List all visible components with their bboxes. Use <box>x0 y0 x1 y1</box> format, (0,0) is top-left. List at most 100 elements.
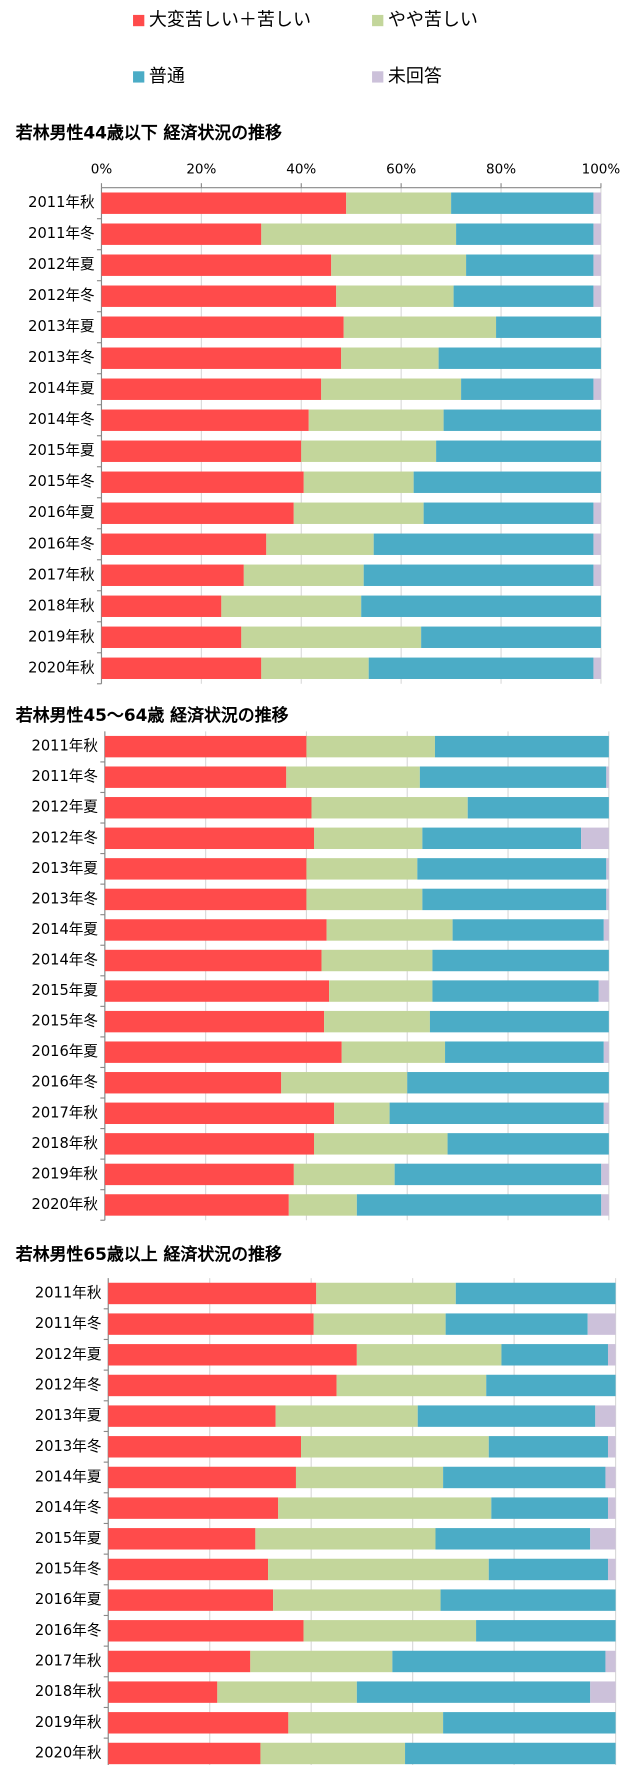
y-tick-label: 2011年冬 <box>28 225 95 242</box>
y-tick-label: 2012年夏 <box>32 799 99 816</box>
y-tick-label: 2015年夏 <box>32 982 99 999</box>
bar-segment <box>104 1102 335 1125</box>
bar-segment <box>445 1313 588 1335</box>
bar-segment <box>476 1620 616 1642</box>
y-tick-label: 2012年冬 <box>35 1376 102 1393</box>
legend-swatch <box>372 71 384 83</box>
bar-segment <box>321 949 433 972</box>
bar-segment <box>281 1072 408 1094</box>
bar-segment <box>311 797 468 819</box>
bar-segment <box>392 1650 606 1673</box>
bar-segment <box>451 192 594 214</box>
bar-segment <box>603 919 609 941</box>
bar-segment <box>407 1072 609 1094</box>
bar-segment <box>443 409 601 431</box>
bar-segment <box>581 827 609 850</box>
bar-segment <box>607 1497 616 1519</box>
y-tick-label: 2013年夏 <box>32 860 99 877</box>
bar-segment <box>101 378 322 400</box>
y-tick-label: 2015年冬 <box>32 1013 99 1030</box>
bar-segment <box>250 1650 393 1673</box>
bar-segment <box>108 1374 337 1397</box>
bar-segment <box>456 223 594 245</box>
bar-segment <box>108 1528 256 1550</box>
y-tick-label: 2014年冬 <box>32 952 99 969</box>
bar-segment <box>432 949 609 972</box>
y-tick-label: 2019年秋 <box>35 1714 102 1731</box>
bar-segment <box>101 409 309 431</box>
y-tick-label: 2016年冬 <box>28 535 95 552</box>
bar-segment <box>343 316 497 338</box>
bar-segment <box>288 1194 357 1216</box>
bar-segment <box>422 827 582 850</box>
y-tick-label: 2014年冬 <box>35 1499 102 1516</box>
bar-segment <box>243 564 364 586</box>
bar-segment <box>101 502 294 524</box>
y-tick-label: 2020年秋 <box>28 659 95 676</box>
y-tick-label: 2011年秋 <box>28 194 95 211</box>
y-tick-label: 2013年冬 <box>28 349 95 366</box>
bar-segment <box>373 533 594 555</box>
bar-segment <box>356 1194 602 1216</box>
y-tick-label: 2017年秋 <box>35 1652 102 1669</box>
bar-segment <box>108 1650 251 1673</box>
bar-segment <box>108 1282 317 1305</box>
y-tick-label: 2018年秋 <box>32 1135 99 1152</box>
bar-segment <box>593 285 601 307</box>
bar-segment <box>104 1194 289 1216</box>
y-tick-label: 2011年冬 <box>35 1315 102 1332</box>
bar-segment <box>268 1558 489 1581</box>
bar-segment <box>104 827 315 850</box>
bar-segment <box>467 797 609 819</box>
bar-segment <box>101 533 267 555</box>
bar-segment <box>108 1405 276 1427</box>
bar-segment <box>217 1681 357 1703</box>
bar-segment <box>336 1374 487 1397</box>
bar-segment <box>593 657 601 679</box>
y-tick-label: 2019年秋 <box>28 628 95 645</box>
y-tick-label: 2013年夏 <box>28 318 95 335</box>
y-tick-label: 2016年夏 <box>35 1591 102 1608</box>
y-tick-label: 2011年秋 <box>32 738 99 755</box>
bar-segment <box>108 1620 304 1642</box>
legend-swatch <box>372 14 384 27</box>
bar-segment <box>101 316 344 338</box>
bar-segment <box>301 440 437 462</box>
bar-segment <box>452 919 604 941</box>
bar-segment <box>606 766 609 788</box>
y-tick-label: 2013年夏 <box>35 1407 102 1424</box>
y-tick-label: 2012年冬 <box>28 287 95 304</box>
bar-segment <box>356 1681 591 1703</box>
bar-segment <box>261 657 369 679</box>
bar-segment <box>108 1436 302 1458</box>
bar-segment <box>101 595 222 617</box>
bar-segment <box>593 254 601 276</box>
x-tick-label: 80% <box>486 161 516 177</box>
x-tick-label: 60% <box>386 161 416 177</box>
bar-segment <box>434 735 609 758</box>
bar-segment <box>104 797 312 819</box>
bar-segment <box>275 1405 418 1427</box>
bar-segment <box>104 1163 294 1186</box>
bar-segment <box>301 1436 489 1458</box>
bar-segment <box>266 533 374 555</box>
legend-label: 普通 <box>149 66 185 87</box>
bar-segment <box>108 1589 274 1611</box>
bar-segment <box>429 1010 609 1033</box>
bar-segment <box>501 1344 608 1366</box>
bar-segment <box>488 1558 608 1581</box>
bar-segment <box>336 285 454 307</box>
bar-segment <box>341 1041 446 1063</box>
bar-segment <box>221 595 362 617</box>
bar-segment <box>331 254 467 276</box>
bar-segment <box>313 1313 446 1335</box>
y-tick-label: 2019年秋 <box>32 1165 99 1182</box>
bar-segment <box>321 378 462 400</box>
bar-segment <box>108 1558 269 1581</box>
bar-segment <box>108 1712 289 1734</box>
bar-segment <box>601 1163 609 1186</box>
bar-segment <box>104 919 327 941</box>
bar-segment <box>417 858 607 880</box>
bar-segment <box>308 409 444 431</box>
y-tick-label: 2011年冬 <box>32 768 99 785</box>
